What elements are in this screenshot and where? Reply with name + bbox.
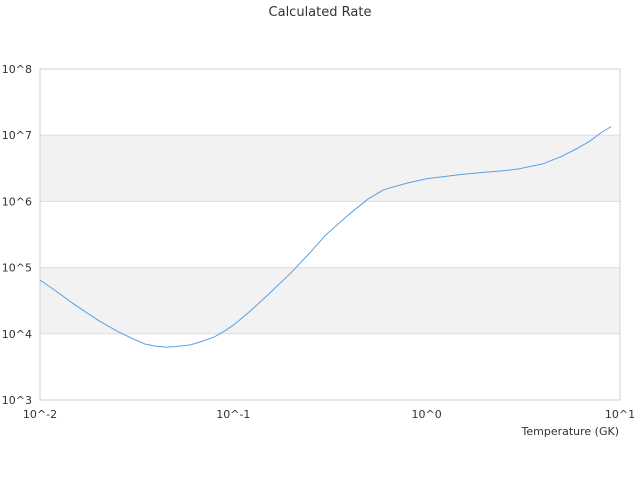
x-tick-label: 10^-2 — [23, 408, 57, 421]
y-tick-label: 10^7 — [2, 129, 32, 142]
y-tick-label: 10^4 — [2, 328, 32, 341]
x-tick-label: 10^-1 — [216, 408, 250, 421]
y-tick-label: 10^5 — [2, 262, 32, 275]
series-line — [39, 126, 612, 348]
plot-frame — [39, 68, 621, 401]
grid-bands — [40, 135, 620, 334]
x-tick-label: 10^0 — [412, 408, 442, 421]
x-axis-title: Temperature (GK) — [521, 425, 620, 438]
y-tick-label: 10^6 — [2, 195, 32, 208]
grid-band — [40, 267, 620, 334]
series-layer — [39, 126, 612, 348]
y-tick-label: 10^8 — [2, 63, 32, 76]
x-tick-label: 10^1 — [605, 408, 635, 421]
chart-title: Calculated Rate — [269, 5, 372, 20]
y-axis-ticks: 10^3 10^4 10^5 10^6 10^7 10^8 — [2, 63, 32, 407]
grid-band — [40, 135, 620, 202]
gridlines — [40, 68, 620, 401]
y-tick-label: 10^3 — [2, 394, 32, 407]
x-axis-ticks: 10^-2 10^-1 10^0 10^1 — [23, 408, 635, 421]
